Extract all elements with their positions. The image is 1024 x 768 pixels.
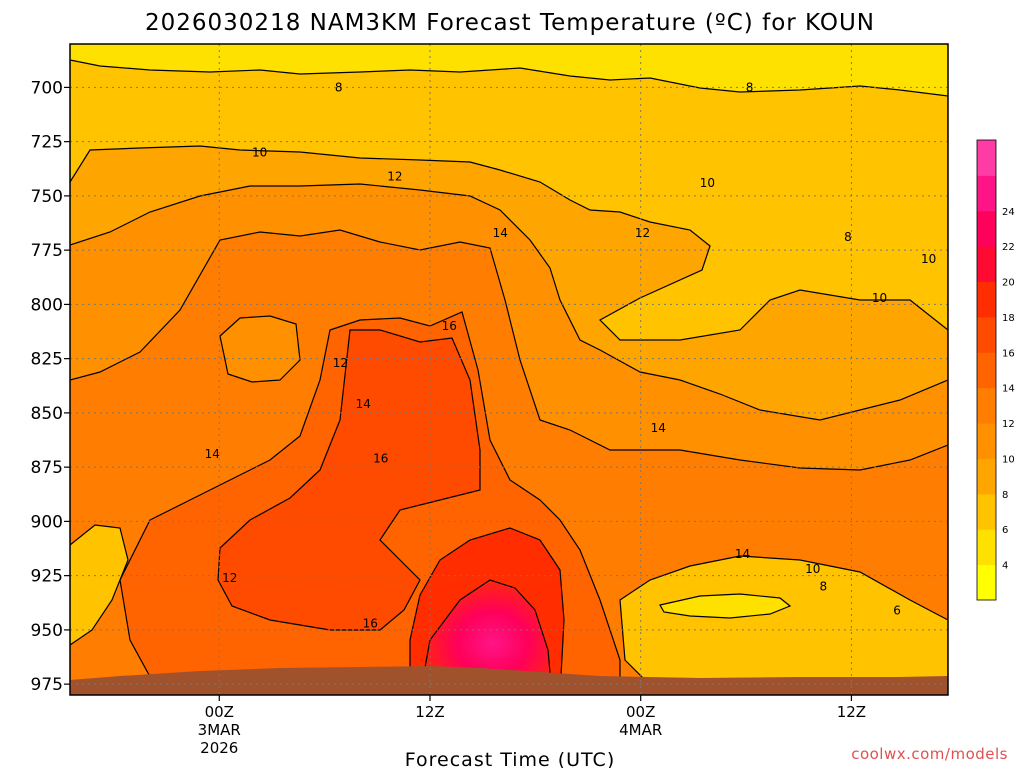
contour-label: 14	[205, 447, 220, 461]
contour-label: 14	[735, 547, 750, 561]
colorbar-segment	[977, 352, 996, 389]
colorbar-segment	[977, 246, 996, 283]
y-tick-label: 925	[31, 567, 63, 587]
contour-label: 10	[700, 176, 715, 190]
x-axis-title: Forecast Time (UTC)	[405, 749, 615, 768]
colorbar-label: 24	[1002, 207, 1015, 218]
contour-label: 14	[356, 397, 371, 411]
colorbar-segment	[977, 387, 996, 424]
credit-text: coolwx.com/models	[851, 745, 1008, 763]
x-tick-date: 4MAR	[619, 721, 662, 739]
colorbar-label: 10	[1002, 454, 1015, 465]
gridlines	[70, 44, 948, 695]
y-tick-label: 725	[31, 133, 63, 153]
y-tick-label: 750	[31, 187, 63, 207]
colorbar-label: 4	[1002, 561, 1008, 572]
colorbar-label: 12	[1002, 419, 1015, 430]
contour-label: 10	[921, 252, 936, 266]
contour-label: 10	[805, 562, 820, 576]
colorbar-frame	[976, 139, 997, 601]
contour-label: 16	[373, 451, 388, 465]
colorbar-segment	[977, 458, 996, 495]
y-tick-label: 775	[31, 241, 63, 261]
contour-label: 8	[335, 80, 343, 94]
y-tick-label: 700	[31, 78, 63, 98]
band-right-cool-core	[659, 593, 792, 619]
temperature-field	[70, 44, 948, 695]
colorbar-segment	[977, 210, 996, 247]
y-tick-label: 800	[31, 295, 63, 315]
contour-label: 14	[493, 226, 508, 240]
y-tick-label: 900	[31, 512, 63, 532]
contour-label: 12	[387, 169, 402, 183]
band-left-cool-pocket	[70, 524, 129, 646]
y-tick-label: 875	[31, 458, 63, 478]
contour-label: 8	[746, 80, 754, 94]
colorbar-label: 22	[1002, 242, 1015, 253]
colorbar-label: 8	[1002, 490, 1008, 501]
colorbar-segment	[977, 281, 996, 318]
colorbar-segment	[977, 529, 996, 566]
x-tick-date: 3MAR	[198, 721, 241, 739]
contour-label: 12	[222, 571, 237, 585]
colorbar-segment	[977, 175, 996, 212]
contour-label: 10	[872, 291, 887, 305]
band-18-20	[217, 329, 481, 631]
colorbar-label: 16	[1002, 348, 1015, 359]
y-tick-label: 850	[31, 404, 63, 424]
x-tick-label: 00Z	[626, 703, 655, 721]
contour-label: 8	[844, 230, 852, 244]
x-tick-year: 2026	[200, 739, 238, 757]
contour-label: 16	[363, 616, 378, 630]
plot-frame	[69, 43, 949, 696]
contour-label: 10	[252, 146, 267, 160]
y-axis: 700 725 750 775 800 825 850 875 900 925 950 975	[31, 78, 70, 695]
colorbar-label: 6	[1002, 525, 1008, 536]
contour-label: 6	[893, 603, 901, 617]
y-tick-label: 950	[31, 621, 63, 641]
x-tick-label: 00Z	[205, 703, 234, 721]
contour-label: 12	[333, 356, 348, 370]
colorbar-label: 20	[1002, 278, 1015, 289]
colorbar-segment	[977, 493, 996, 530]
colorbar: 4 6 8 10 12 14 16 18 20 22 24	[976, 139, 1015, 601]
colorbar-segment	[977, 140, 996, 176]
colorbar-segment	[977, 564, 996, 601]
contour-label: 12	[635, 226, 650, 240]
x-tick-label: 12Z	[837, 703, 866, 721]
colorbar-segment	[977, 423, 996, 459]
colorbar-label: 14	[1002, 384, 1015, 395]
colorbar-segment	[977, 316, 996, 353]
contour-label: 16	[442, 319, 457, 333]
x-tick-label: 12Z	[415, 703, 444, 721]
band-22-plus	[419, 579, 553, 695]
y-tick-label: 825	[31, 350, 63, 370]
terrain-surface	[70, 666, 948, 695]
band-warm-ring-mid	[219, 315, 301, 383]
contour-label: 8	[820, 580, 828, 594]
contour-label: 14	[651, 421, 666, 435]
colorbar-label: 18	[1002, 313, 1015, 324]
y-tick-label: 975	[31, 675, 63, 695]
chart-title: 2026030218 NAM3KM Forecast Temperature (…	[145, 10, 875, 36]
